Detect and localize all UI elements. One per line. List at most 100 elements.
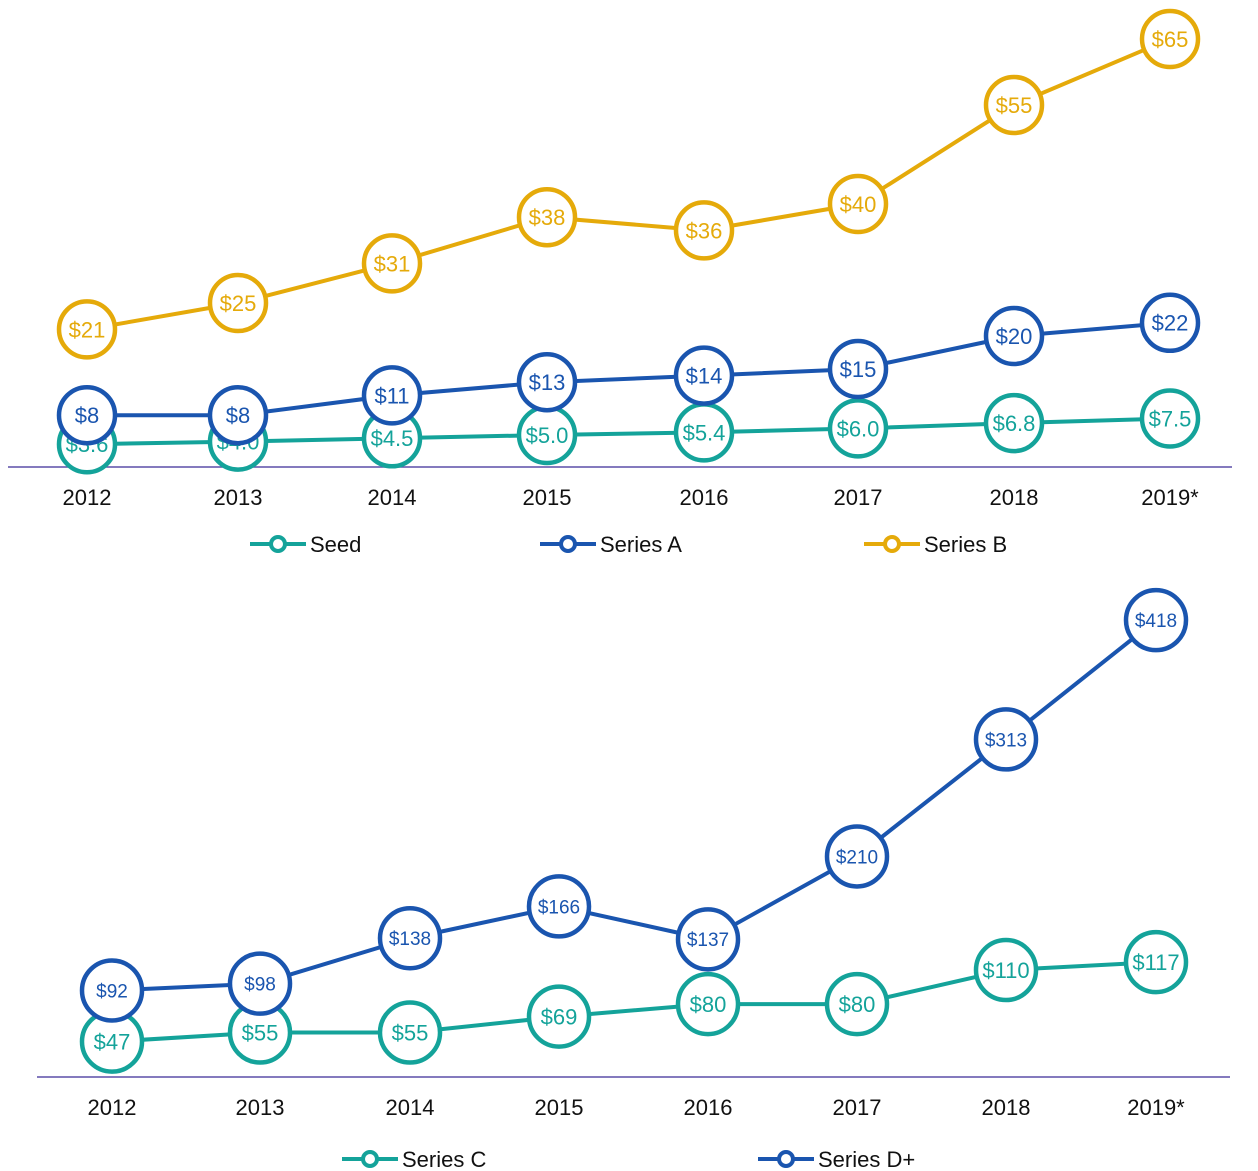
data-point [827,338,889,400]
data-point [1139,292,1201,354]
data-point [227,951,293,1016]
data-point [1139,8,1201,70]
data-point [673,200,735,261]
legend-swatch-marker [883,535,901,553]
data-label: $80 [690,992,727,1017]
data-label: $15 [840,357,877,382]
data-label: $6.8 [993,411,1036,436]
data-point [827,398,889,459]
legend-swatch-marker [361,1150,379,1168]
legend-item: Series C [342,1147,486,1171]
x-tick-label: 2019* [1141,485,1199,510]
data-point [377,905,443,971]
legend-label: Series B [924,532,1007,557]
data-point [973,707,1039,772]
data-point [1123,929,1189,995]
data-label: $20 [996,324,1033,349]
data-point [207,384,269,446]
data-label: $117 [1132,950,1179,975]
data-label: $55 [996,93,1033,118]
legend-item: Seed [250,532,361,557]
x-tick-label: 2015 [523,485,572,510]
x-tick-label: 2016 [680,485,729,510]
data-label: $38 [529,205,566,230]
series-series-a: $8 $8 $11 $13 $14 $15 $20 $22 [56,292,1201,446]
data-label: $5.0 [526,423,569,448]
data-label: $14 [686,364,723,389]
data-label: $110 [982,958,1029,983]
data-point [675,907,741,972]
data-point [516,186,578,248]
data-label: $21 [69,317,106,342]
data-point [824,824,890,889]
data-point [675,971,741,1037]
data-point [983,74,1045,136]
x-tick-label: 2013 [236,1095,285,1120]
data-point [526,874,592,939]
legend-item: Series A [540,532,682,557]
data-label: $4.5 [371,426,414,451]
data-point [516,351,578,413]
data-point [56,384,118,446]
data-label: $8 [226,403,250,428]
legend-label: Seed [310,532,361,557]
data-label: $36 [686,218,723,243]
data-label: $65 [1152,27,1189,52]
data-label: $22 [1152,311,1189,336]
data-label: $313 [985,730,1027,751]
data-point [1123,587,1189,653]
data-point [824,971,890,1037]
data-point [526,984,592,1049]
x-tick-label: 2012 [63,485,112,510]
data-point [79,958,145,1023]
data-label: $8 [75,403,99,428]
series-line [111,618,1158,993]
data-label: $25 [220,291,257,316]
chart-2: 2012 2013 2014 2015 2016 2017 2018 2019*$47 $55 $… [37,587,1230,1171]
data-point [1139,388,1201,449]
series-series-b: $21 $25 $31 $38 $36 $40 $55 $65 [56,8,1201,360]
data-label: $55 [392,1020,429,1045]
data-label: $11 [374,383,409,408]
x-tick-label: 2017 [833,1095,882,1120]
legend-item: Series D+ [758,1147,915,1171]
legend-swatch-marker [559,535,577,553]
x-tick-label: 2014 [368,485,417,510]
legend-label: Series A [600,532,682,557]
data-point [983,392,1045,454]
legend-swatch-marker [777,1150,795,1168]
series-series-c: $47 $55 $55 $69 $80 $80 $110 $117 [79,929,1189,1074]
legend-label: Series D+ [818,1147,915,1171]
x-tick-label: 2015 [535,1095,584,1120]
data-label: $92 [96,981,128,1002]
chart-1: 20122013201420152016201720182019*$3.6$4.… [8,8,1232,557]
legend-swatch-marker [269,535,287,553]
data-point [983,305,1045,367]
data-label: $98 [244,975,276,996]
data-point [827,173,889,235]
data-label: $138 [389,929,431,950]
data-point [361,233,423,294]
data-point [361,365,423,426]
series-series-d-: $92 $98 $138 $166 $137 $210 $313 $418 [79,587,1189,1023]
data-point [973,937,1039,1003]
legend-item: Series B [864,532,1007,557]
x-tick-label: 2016 [684,1095,733,1120]
data-label: $137 [687,930,729,951]
data-point [673,345,735,406]
x-tick-label: 2014 [386,1095,435,1120]
x-tick-label: 2019* [1127,1095,1185,1120]
data-point [377,1000,443,1065]
data-label: $55 [242,1020,279,1045]
data-label: $6.0 [837,416,880,441]
data-label: $5.4 [683,420,726,445]
data-label: $13 [529,370,566,395]
data-label: $166 [538,897,580,918]
data-label: $80 [839,992,876,1017]
x-tick-label: 2013 [214,485,263,510]
legend: Series C Series D+ [342,1147,915,1171]
data-label: $210 [836,847,878,868]
data-label: $40 [840,192,877,217]
